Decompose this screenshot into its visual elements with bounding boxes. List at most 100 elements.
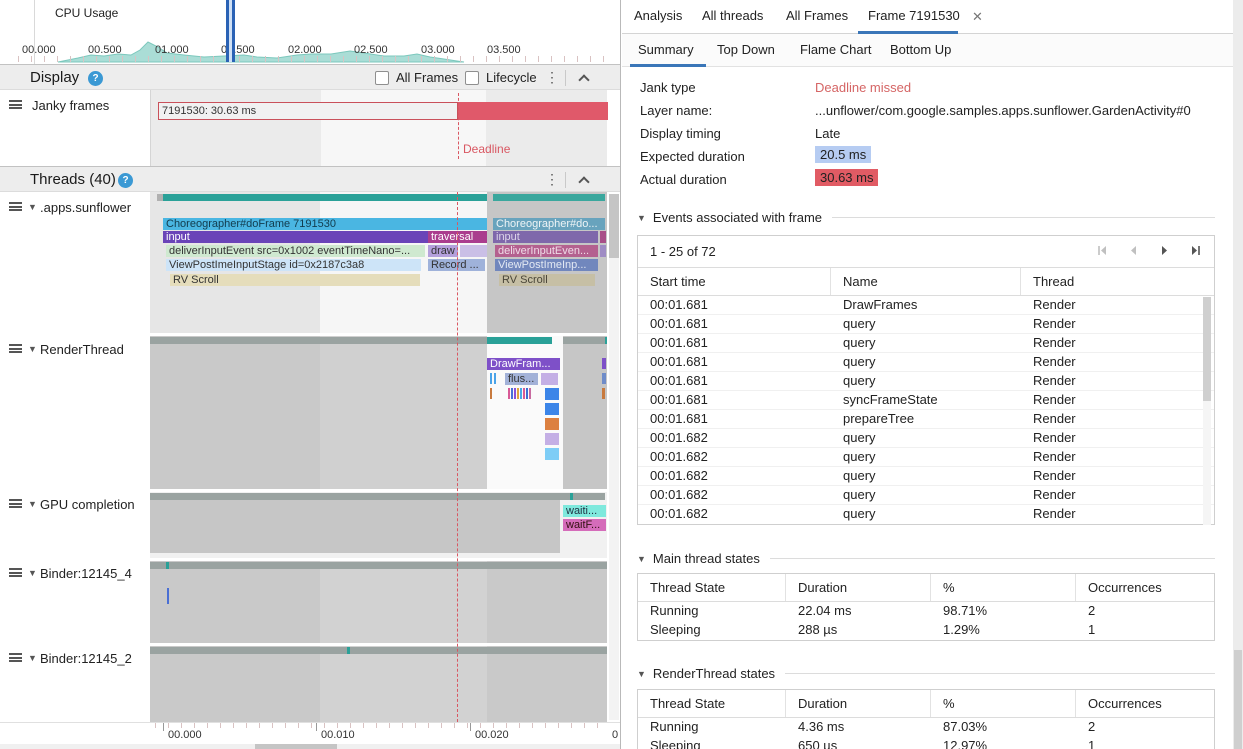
events-table-scrollbar[interactable] [1203, 297, 1211, 525]
trace-event-sliver[interactable] [490, 388, 492, 399]
trace-event-sliver[interactable] [600, 231, 606, 243]
thread-track-renderthread[interactable]: DrawFram... flus... [150, 336, 607, 489]
trace-event-choreographer[interactable]: Choreographer#doFrame 7191530 [163, 218, 487, 230]
trace-event-record[interactable]: Record ... [428, 259, 485, 271]
trace-event-sliver[interactable] [517, 388, 519, 399]
threads-overflow-menu-icon[interactable]: ⋮ [545, 171, 559, 187]
trace-event-square[interactable] [545, 433, 559, 445]
thread-track-binder-12145-2[interactable] [150, 646, 607, 722]
thread-track-binder-12145-4[interactable] [150, 561, 607, 643]
tab-all-frames[interactable]: All Frames [786, 8, 849, 23]
trace-event-rv-scroll-dim[interactable]: RV Scroll [499, 274, 595, 286]
event-row[interactable]: 00:01.682 query Render [638, 467, 1214, 486]
expand-caret-icon[interactable]: ▼ [28, 499, 37, 509]
main-states-section-header[interactable]: ▼ Main thread states [637, 551, 1215, 566]
trace-event-sliver[interactable] [494, 373, 496, 384]
trace-event-sliver[interactable] [600, 245, 606, 257]
event-row[interactable]: 00:01.681 query Render [638, 372, 1214, 391]
help-icon[interactable]: ? [118, 173, 133, 188]
trace-event-sliver[interactable] [529, 388, 531, 399]
trace-event-sliver[interactable] [520, 388, 522, 399]
column-header-duration[interactable]: Duration [786, 574, 931, 601]
cpu-usage-minimap[interactable]: CPU Usage 00.000 00.500 01.000 01.500 02… [0, 0, 620, 64]
expand-caret-icon[interactable]: ▼ [28, 202, 37, 212]
trace-event-small[interactable] [541, 373, 558, 385]
trace-event-sliver[interactable] [167, 588, 169, 604]
subtab-bottom-up[interactable]: Bottom Up [890, 42, 952, 57]
lifecycle-checkbox[interactable] [465, 71, 479, 85]
trace-event-input[interactable]: input [163, 231, 428, 243]
drag-handle-icon[interactable] [9, 568, 22, 577]
drag-handle-icon[interactable] [9, 100, 22, 109]
trace-event-choreographer-dim[interactable]: Choreographer#do... [493, 218, 605, 230]
analysis-panel-scrollbar-thumb[interactable] [1234, 650, 1242, 749]
display-overflow-menu-icon[interactable]: ⋮ [545, 69, 559, 85]
trace-event-flush[interactable]: flus... [505, 373, 538, 385]
event-row[interactable]: 00:01.682 query Render [638, 448, 1214, 467]
janky-frame-bar[interactable]: 7191530: 30.63 ms [158, 102, 458, 120]
section-collapse-caret-icon[interactable]: ▼ [637, 668, 646, 679]
state-row[interactable]: Running 22.04 ms 98.71% 2 [650, 603, 1096, 618]
trace-event-viewpost-dim[interactable]: ViewPostImeInp... [495, 259, 598, 271]
trace-event-sliver[interactable] [602, 388, 605, 399]
thread-track-apps-sunflower[interactable]: Choreographer#doFrame 7191530 input trav… [150, 192, 607, 333]
trace-event-drawframes[interactable]: DrawFram... [487, 358, 560, 370]
column-header-name[interactable]: Name [831, 268, 1021, 295]
events-table-scrollbar-thumb[interactable] [1203, 297, 1211, 401]
event-row[interactable]: 00:01.681 prepareTree Render [638, 410, 1214, 429]
section-collapse-caret-icon[interactable]: ▼ [637, 553, 646, 564]
trace-event-input-dim[interactable]: input [493, 231, 598, 243]
trace-event-draw[interactable]: draw [428, 245, 458, 257]
trace-event-waiting[interactable]: waiti... [563, 505, 606, 517]
event-row[interactable]: 00:01.682 query Render [638, 486, 1214, 505]
trace-event-sliver[interactable] [508, 388, 510, 399]
event-row[interactable]: 00:01.681 query Render [638, 334, 1214, 353]
trace-event-deliver-dim[interactable]: deliverInputEven... [495, 245, 598, 257]
drag-handle-icon[interactable] [9, 344, 22, 353]
column-header-thread-state[interactable]: Thread State [638, 690, 786, 717]
state-row-clipped[interactable]: Sleeping 650 µs 12.97% 1 [650, 738, 1096, 749]
trace-event-deliver-input[interactable]: deliverInputEvent src=0x1002 eventTimeNa… [166, 245, 425, 257]
threads-vertical-scrollbar[interactable] [609, 194, 619, 720]
close-tab-icon[interactable]: ✕ [972, 9, 983, 24]
all-frames-checkbox[interactable] [375, 71, 389, 85]
trace-event-viewpost[interactable]: ViewPostImeInputStage id=0x2187c3a8 [166, 259, 421, 271]
state-row[interactable]: Running 4.36 ms 87.03% 2 [650, 719, 1096, 734]
column-header-occurrences[interactable]: Occurrences [1088, 696, 1162, 711]
trace-event-sliver[interactable] [523, 388, 525, 399]
render-states-section-header[interactable]: ▼ RenderThread states [637, 666, 1215, 681]
threads-collapse-icon[interactable] [578, 176, 590, 188]
drag-handle-icon[interactable] [9, 202, 22, 211]
section-collapse-caret-icon[interactable]: ▼ [637, 212, 646, 223]
trace-event-square[interactable] [545, 418, 559, 430]
trace-event-sliver[interactable] [602, 358, 606, 369]
horizontal-scrollbar[interactable] [0, 744, 620, 749]
drag-handle-icon[interactable] [9, 653, 22, 662]
subtab-flame-chart[interactable]: Flame Chart [800, 42, 872, 57]
column-header-percent[interactable]: % [931, 690, 1076, 717]
event-row[interactable]: 00:01.682 query Render [650, 506, 1076, 521]
trace-event-waitfence[interactable]: waitF... [563, 519, 606, 531]
janky-frame-bar-overrun[interactable] [458, 102, 608, 120]
trace-event-sliver[interactable] [602, 373, 606, 384]
janky-frames-track[interactable]: 7191530: 30.63 ms Deadline [150, 90, 608, 166]
trace-event-sliver[interactable] [514, 388, 516, 399]
event-row[interactable]: 00:01.681 DrawFrames Render [638, 296, 1214, 315]
trace-event-sliver[interactable] [526, 388, 528, 399]
threads-vertical-scrollbar-thumb[interactable] [609, 194, 619, 258]
event-row[interactable]: 00:01.682 query Render [638, 429, 1214, 448]
column-header-thread[interactable]: Thread [1033, 274, 1075, 289]
state-row[interactable]: Sleeping 288 µs 1.29% 1 [650, 622, 1096, 637]
display-collapse-icon[interactable] [578, 74, 590, 86]
thread-track-gpu-completion[interactable]: waiti... waitF... [150, 492, 607, 558]
expand-caret-icon[interactable]: ▼ [28, 344, 37, 354]
tab-all-threads[interactable]: All threads [702, 8, 764, 23]
column-header-percent[interactable]: % [931, 574, 1076, 601]
trace-event-square[interactable] [545, 448, 559, 460]
column-header-thread-state[interactable]: Thread State [638, 574, 786, 601]
trace-event-square[interactable] [545, 403, 559, 415]
previous-page-icon[interactable] [1127, 244, 1140, 257]
trace-event-rv-scroll[interactable]: RV Scroll [170, 274, 420, 286]
column-header-occurrences[interactable]: Occurrences [1088, 580, 1162, 595]
subtab-top-down[interactable]: Top Down [717, 42, 775, 57]
